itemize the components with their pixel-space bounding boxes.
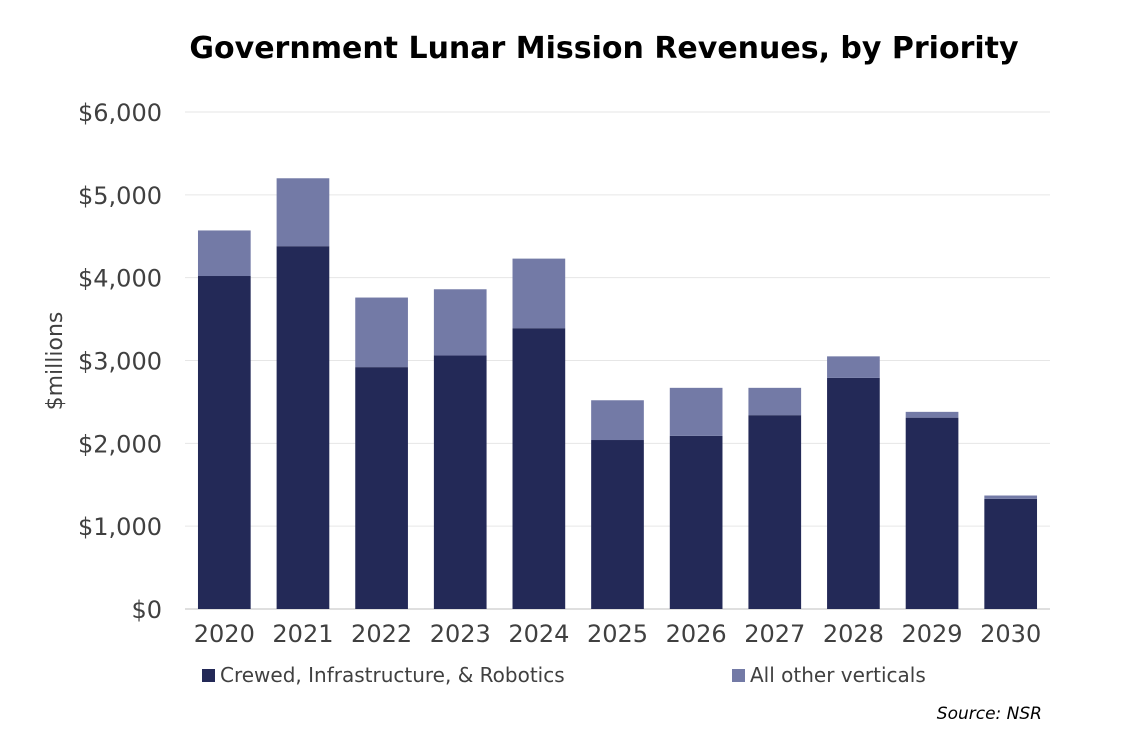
x-tick-label: 2030 (980, 620, 1041, 648)
x-tick-label: 2029 (902, 620, 963, 648)
bar-2020-series-1 (197, 230, 251, 277)
y-tick-label: $1,000 (78, 513, 162, 541)
bar-2021-series-0 (276, 246, 330, 609)
bar-2025-series-1 (591, 400, 644, 441)
bar-2024-series-1 (512, 258, 566, 329)
bar-2022-series-1 (355, 297, 408, 368)
x-tick-label: 2026 (666, 620, 727, 648)
y-tick-label: $0 (131, 596, 162, 624)
chart-title: Government Lunar Mission Revenues, by Pr… (189, 31, 1019, 66)
x-tick-label: 2025 (587, 620, 648, 648)
bar-2028-series-0 (827, 377, 880, 609)
bars (197, 178, 1038, 609)
bar-2020-series-0 (197, 276, 251, 609)
x-tick-label: 2027 (744, 620, 805, 648)
bar-2024-series-0 (512, 328, 566, 609)
legend-label: Crewed, Infrastructure, & Robotics (220, 663, 565, 687)
bar-2028-series-1 (827, 356, 880, 378)
bar-2029-series-0 (905, 417, 959, 609)
x-tick-label: 2021 (272, 620, 333, 648)
x-axis-ticks: 2020 2021 2022 2023 2024 2025 2026 2027 2028 2029… (194, 620, 1041, 648)
bar-2023-series-1 (433, 289, 487, 356)
bar-2026-series-1 (669, 387, 723, 436)
bar-2030-series-0 (984, 498, 1038, 609)
x-tick-label: 2022 (351, 620, 412, 648)
legend-swatch (202, 669, 215, 682)
y-tick-label: $3,000 (78, 348, 162, 376)
bar-2021-series-1 (276, 178, 330, 247)
y-tick-label: $2,000 (78, 430, 162, 458)
y-axis-label: $millions (43, 312, 68, 411)
x-tick-label: 2020 (194, 620, 255, 648)
y-axis-ticks: $0 $1,000 $2,000 $3,000 $4,000 $5,000 $6,000 (78, 99, 162, 624)
legend: Crewed, Infrastructure, & Robotics All ot… (202, 663, 926, 687)
source-note: Source: NSR (937, 704, 1042, 724)
x-tick-label: 2024 (508, 620, 569, 648)
y-tick-label: $4,000 (78, 265, 162, 293)
x-tick-label: 2028 (823, 620, 884, 648)
legend-swatch (732, 669, 745, 682)
bar-2029-series-1 (905, 411, 959, 418)
bar-2022-series-0 (355, 367, 408, 609)
bar-2026-series-0 (669, 435, 723, 609)
y-tick-label: $6,000 (78, 99, 162, 127)
bar-2030-series-1 (984, 495, 1038, 499)
bar-2027-series-1 (748, 387, 802, 416)
bar-2025-series-0 (591, 440, 644, 609)
bar-2027-series-0 (748, 415, 802, 609)
legend-label: All other verticals (750, 663, 926, 687)
x-tick-label: 2023 (430, 620, 491, 648)
bar-2023-series-0 (433, 355, 487, 609)
y-tick-label: $5,000 (78, 182, 162, 210)
